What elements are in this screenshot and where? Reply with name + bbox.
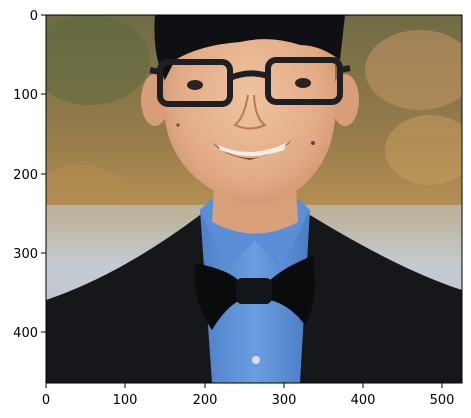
y-tick-label: 0 (30, 9, 38, 24)
x-tick-label: 300 (272, 393, 297, 408)
y-tick-label: 300 (13, 247, 38, 262)
x-tick-label: 0 (42, 393, 50, 408)
photo (46, 15, 462, 383)
x-tick-label: 500 (430, 393, 455, 408)
x-tick-label: 200 (193, 393, 218, 408)
axes-frame (45, 14, 463, 384)
y-axis: 0 100 200 300 400 (13, 9, 46, 341)
bow-tie (195, 255, 315, 330)
hair (154, 15, 345, 80)
x-axis: 0 100 200 300 400 500 (42, 383, 455, 408)
x-tick-label: 100 (113, 393, 138, 408)
y-tick-label: 400 (13, 326, 38, 341)
smile (212, 140, 292, 160)
y-tick-label: 100 (13, 88, 38, 103)
glasses (149, 57, 351, 107)
x-tick-label: 400 (351, 393, 376, 408)
shirt-button (252, 356, 260, 364)
y-tick-label: 200 (13, 168, 38, 183)
